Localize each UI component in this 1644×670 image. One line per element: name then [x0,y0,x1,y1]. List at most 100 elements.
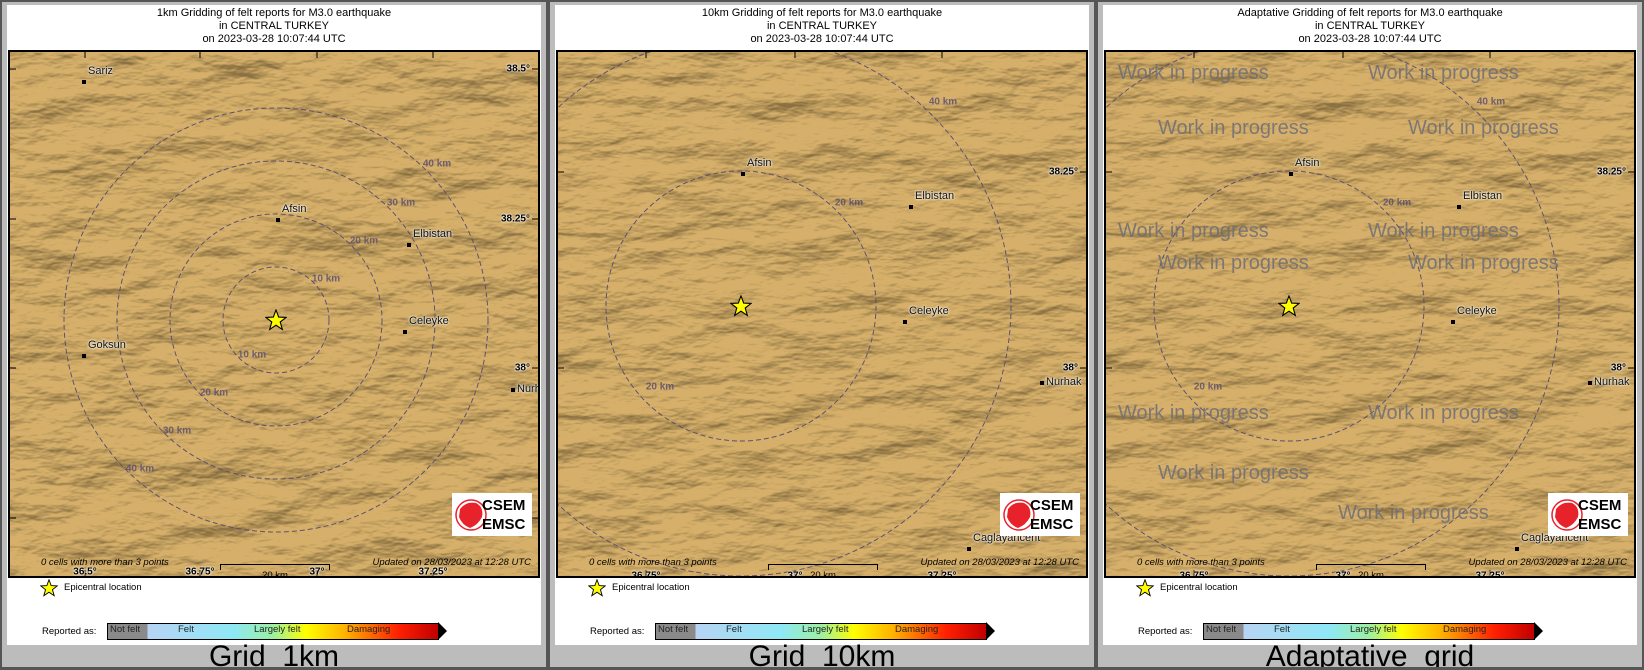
distance-ring-label: 20 km [199,387,229,399]
intensity-level-label: Felt [178,624,194,635]
distance-ring-label: 20 km [1193,381,1223,393]
longitude-label: 37° [309,566,325,578]
epicenter-legend-star-icon [1136,579,1154,597]
distance-ring [116,160,436,480]
panel-caption: Adaptative_grid [1265,640,1475,670]
updated-timestamp: Updated on 28/03/2023 at 12:28 UTC [1468,557,1627,568]
distance-rings [1106,52,1634,576]
panel-caption: Grid_1km [208,640,340,670]
epicentral-legend-label: Epicentral location [64,582,142,593]
town-marker [909,205,913,209]
intensity-level-label: Largely felt [1350,624,1397,635]
latitude-label: 38.5° [506,63,530,75]
town-label: Celeyke [409,315,449,327]
intensity-level-label: Largely felt [254,624,301,635]
logo-text-csem: CSEM [1030,497,1074,514]
terrain-relief [558,52,1086,576]
longitude-label: 37.25° [927,570,957,578]
logo-text-emsc: EMSC [482,516,526,533]
longitude-label: 37.25° [1475,570,1505,578]
figure-title: 10km Gridding of felt reports for M3.0 e… [555,7,1089,46]
scale-bar-label: 20 km [262,570,288,581]
title-line: in CENTRAL TURKEY [1314,20,1426,32]
town-label: Goksun [88,339,126,351]
town-label: Elbistan [413,228,453,240]
town-label: Elbistan [1463,190,1503,202]
latitude-label: 38.25° [500,213,530,225]
longitude-label: 36.5° [73,566,97,578]
shaded-relief-map: 40 km 30 km 20 km 10 km 10 km 20 km 30 km 40 km… [8,50,540,578]
logo-text-csem: CSEM [482,497,526,514]
updated-timestamp: Updated on 28/03/2023 at 12:28 UTC [920,557,1079,568]
town-marker [1451,320,1455,324]
reported-as-label: Reported as: [42,626,97,637]
title-line: 10km Gridding of felt reports for M3.0 e… [701,7,943,19]
globe-icon [1551,499,1583,531]
town-marker [1515,547,1519,551]
globe-icon [455,499,487,531]
epicenter-legend-star-icon [40,579,58,597]
town-label: Afsin [747,157,772,169]
figure-sheet: 10km Gridding of felt reports for M3.0 e… [555,5,1089,645]
shaded-relief-map: 40 km 20 km 20 km Afsin Elbistan Celeyke Nurha… [556,50,1088,578]
distance-ring-label: 30 km [162,425,192,437]
intensity-level-label: Not felt [110,624,141,635]
latitude-label: 38° [1062,362,1078,374]
cells-note: 0 cells with more than 3 points [589,557,717,568]
map-panel-grid_10km: 10km Gridding of felt reports for M3.0 e… [548,0,1096,670]
longitude-label: 36.75° [185,566,215,578]
intensity-level-label: Damaging [895,624,939,635]
logo-text-emsc: EMSC [1578,516,1622,533]
town-label: Sariz [88,65,114,77]
title-line: on 2023-03-28 10:07:44 UTC [202,33,346,45]
town-label: Celeyke [909,305,949,317]
epicenter-star-icon [730,295,752,317]
scale-bar-label: 20 km [810,570,836,581]
epicentral-legend-label: Epicentral location [612,582,690,593]
title-line: 1km Gridding of felt reports for M3.0 ea… [156,7,392,19]
town-label: Celeyke [1457,305,1497,317]
distance-ring-label: 40 km [1476,96,1506,108]
distance-ring-label: 20 km [349,235,379,247]
town-marker [1588,381,1592,385]
csem-emsc-logo: CSEM EMSC [452,493,532,536]
distance-ring-label: 30 km [386,197,416,209]
title-line: in CENTRAL TURKEY [766,20,878,32]
latitude-label: 38° [514,362,530,374]
globe-icon [1003,499,1035,531]
figure-sheet: 1km Gridding of felt reports for M3.0 ea… [7,5,541,645]
distance-ring-label: 40 km [422,158,452,170]
town-marker [82,80,86,84]
cells-note: 0 cells with more than 3 points [1137,557,1265,568]
distance-ring-label: 20 km [645,381,675,393]
reported-as-label: Reported as: [1138,626,1193,637]
longitude-label: 37° [787,570,803,578]
distance-ring [558,52,1012,576]
town-marker [276,218,280,222]
scale-bar [220,564,330,570]
csem-emsc-logo: CSEM EMSC [1548,493,1628,536]
intensity-level-label: Largely felt [802,624,849,635]
intensity-level-label: Felt [726,624,742,635]
latitude-label: 38.25° [1596,166,1626,178]
town-label: Nurhak [1594,376,1630,388]
distance-ring [169,213,383,427]
epicenter-legend-star-icon [588,579,606,597]
distance-ring-label: 10 km [311,273,341,285]
intensity-level-label: Damaging [347,624,391,635]
longitude-label: 37° [1335,570,1351,578]
distance-ring [222,266,330,374]
title-line: Adaptative Gridding of felt reports for … [1237,7,1503,19]
intensity-level-label: Felt [1274,624,1290,635]
map-panel-adaptative_grid: Adaptative Gridding of felt reports for … [1096,0,1644,670]
scale-arrow-icon [1534,622,1543,640]
town-marker [903,320,907,324]
title-line: on 2023-03-28 10:07:44 UTC [1298,33,1442,45]
town-label: Afsin [282,203,307,215]
title-line: in CENTRAL TURKEY [218,20,330,32]
shaded-relief-map: 40 km 20 km 20 km Afsin Elbistan Celeyke Nurha… [1104,50,1636,578]
town-marker [1040,381,1044,385]
scale-bar [768,564,878,570]
distance-rings [10,52,538,576]
map-panel-grid_1km: 1km Gridding of felt reports for M3.0 ea… [0,0,548,670]
